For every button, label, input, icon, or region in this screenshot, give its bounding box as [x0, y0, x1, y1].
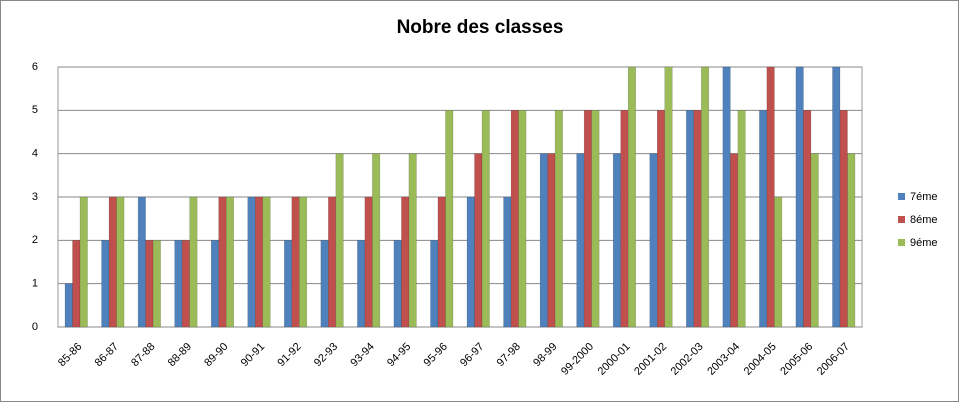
bar: [210, 240, 219, 328]
bar: [620, 110, 629, 328]
legend-swatch: [898, 193, 905, 200]
bar: [766, 66, 775, 328]
bar: [284, 240, 293, 328]
legend-swatch: [898, 239, 905, 246]
bar: [657, 110, 665, 328]
bar: [320, 240, 329, 328]
bar: [225, 196, 234, 328]
bar: [518, 110, 527, 328]
y-tick-label: 2: [32, 234, 38, 246]
bar: [445, 110, 454, 328]
bar: [181, 240, 190, 328]
legend-label: 8éme: [910, 214, 938, 226]
bar: [218, 196, 227, 328]
bar: [174, 240, 183, 328]
bar: [539, 153, 548, 328]
bar: [79, 196, 88, 328]
y-tick-label: 6: [32, 61, 38, 73]
bar: [262, 196, 271, 328]
y-tick-label: 1: [32, 278, 38, 290]
bar: [255, 196, 263, 328]
bar: [364, 196, 373, 328]
bar: [701, 66, 710, 328]
bar: [847, 153, 856, 328]
bar: [839, 110, 848, 328]
bar: [730, 153, 739, 328]
bar: [554, 110, 563, 328]
bar: [116, 196, 125, 328]
bar: [612, 153, 621, 328]
bar: [795, 66, 804, 328]
bar: [291, 196, 300, 328]
bar: [328, 196, 337, 328]
bar: [466, 196, 475, 328]
bar: [152, 240, 161, 328]
bar: [357, 240, 366, 328]
y-tick-label: 5: [32, 104, 38, 116]
bar: [108, 196, 117, 328]
bar: [481, 110, 490, 328]
bar: [737, 110, 746, 328]
bar: [72, 240, 81, 328]
bar: [408, 153, 417, 328]
y-tick-label: 4: [32, 148, 38, 160]
bar: [832, 66, 841, 328]
bar: [64, 283, 73, 328]
bar: [591, 110, 600, 328]
legend-swatch: [898, 216, 905, 223]
bar: [774, 196, 783, 328]
bar: [247, 196, 256, 328]
bar: [693, 110, 702, 328]
bar: [510, 110, 519, 328]
y-tick-label: 0: [32, 321, 38, 333]
bar: [503, 196, 512, 328]
bar: [810, 153, 819, 328]
bar: [649, 153, 658, 328]
bar: [576, 153, 585, 328]
bar: [299, 196, 308, 328]
chart-title: Nobre des classes: [397, 17, 564, 38]
bar: [583, 110, 592, 328]
bar: [627, 66, 636, 328]
bar: [664, 66, 673, 328]
bar: [474, 153, 483, 328]
bar: [393, 240, 402, 328]
y-tick-label: 3: [32, 191, 38, 203]
legend-label: 7éme: [910, 191, 938, 203]
legend-label: 9éme: [910, 237, 938, 249]
bar: [803, 110, 812, 328]
bar: [430, 240, 439, 328]
bar: [137, 196, 146, 328]
bar: [722, 66, 731, 328]
bar: [189, 196, 198, 328]
bar: [335, 153, 344, 328]
bar: [401, 196, 410, 328]
bar: [759, 110, 768, 328]
bar: [547, 153, 556, 328]
bar: [145, 240, 154, 328]
bar: [372, 153, 381, 328]
bar: [686, 110, 695, 328]
bar: [101, 240, 110, 328]
bar: [437, 196, 446, 328]
